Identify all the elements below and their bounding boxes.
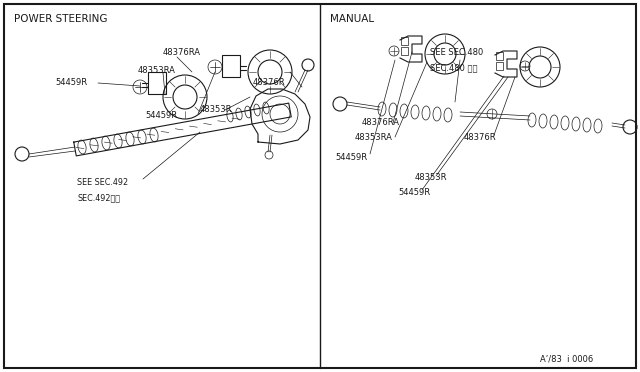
Bar	[148, 72, 166, 94]
Text: 48376RA: 48376RA	[163, 48, 201, 57]
Text: 48353R: 48353R	[200, 105, 232, 114]
Text: MANUAL: MANUAL	[330, 14, 374, 24]
Text: 48353R: 48353R	[415, 173, 447, 182]
Text: 48376R: 48376R	[464, 133, 497, 142]
Text: POWER STEERING: POWER STEERING	[14, 14, 108, 24]
Text: 54459R: 54459R	[55, 78, 87, 87]
Text: A’/83  i 0006: A’/83 i 0006	[540, 355, 593, 364]
Bar	[496, 52, 503, 60]
Text: 48376R: 48376R	[253, 78, 285, 87]
Text: SEC.480 参照: SEC.480 参照	[430, 63, 477, 72]
Text: SEE SEC.480: SEE SEC.480	[430, 48, 483, 57]
Text: 48376RA: 48376RA	[362, 118, 400, 127]
Text: SEE SEC.492: SEE SEC.492	[77, 178, 128, 187]
Text: 48353RA: 48353RA	[355, 133, 393, 142]
Bar	[496, 62, 503, 70]
Text: 54459R: 54459R	[398, 188, 430, 197]
Text: SEC.492参照: SEC.492参照	[77, 193, 120, 202]
Text: 48353RA: 48353RA	[138, 66, 176, 75]
Bar	[401, 47, 408, 55]
Bar	[222, 55, 240, 77]
Text: 54459R: 54459R	[335, 153, 367, 162]
Bar	[401, 37, 408, 45]
Text: 54459R: 54459R	[145, 111, 177, 120]
